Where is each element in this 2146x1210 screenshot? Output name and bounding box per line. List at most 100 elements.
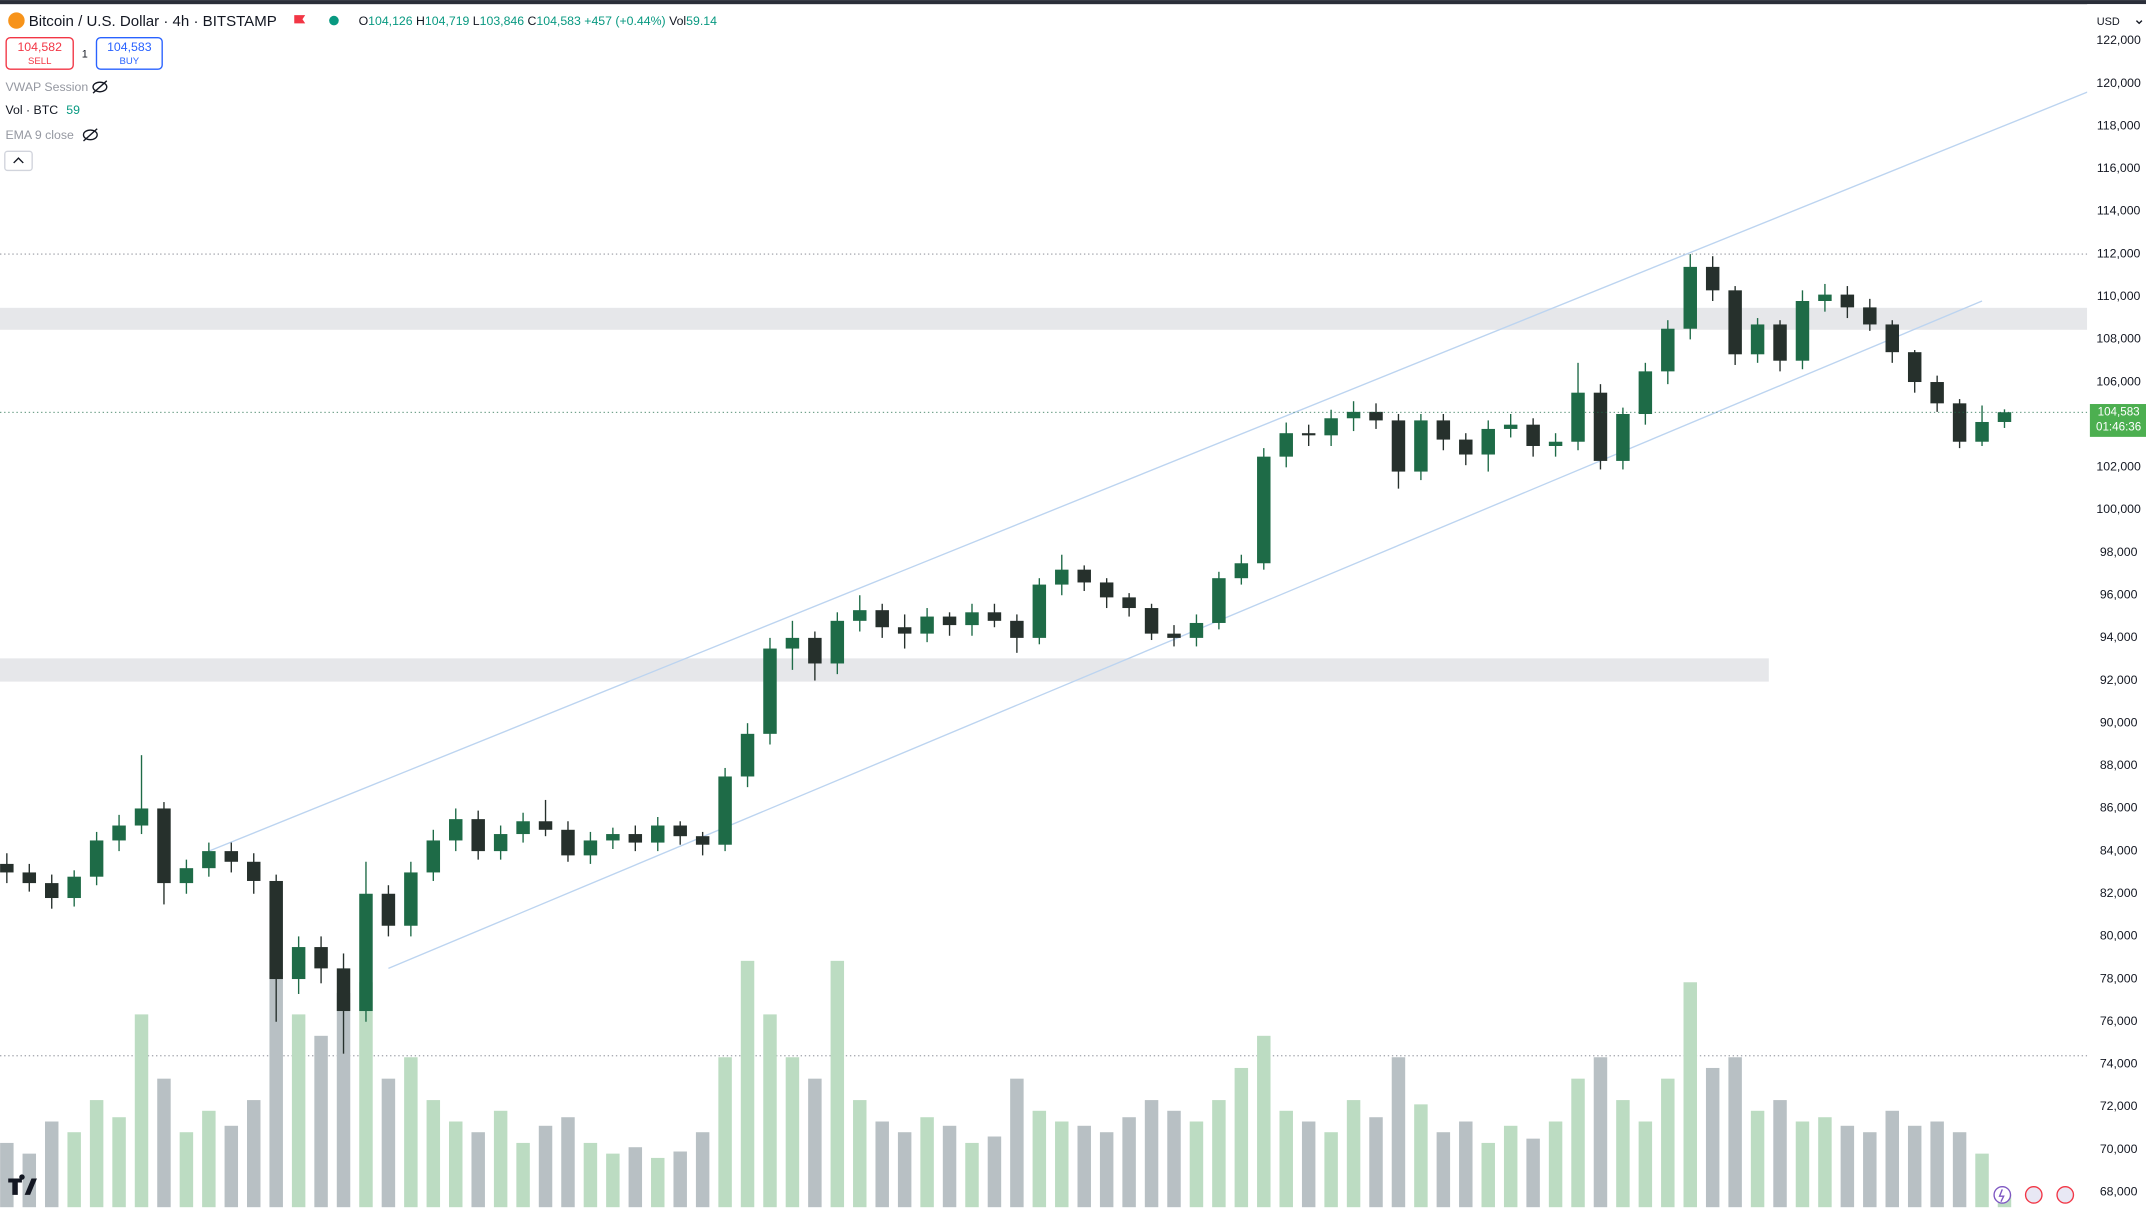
candle-body <box>987 612 1002 621</box>
volume-bar <box>763 1014 777 1208</box>
volume-bar <box>1324 1132 1338 1208</box>
volume-bar <box>1122 1117 1136 1208</box>
y-tick-label: 84,000 <box>2100 843 2138 857</box>
candle-body <box>1885 324 1899 353</box>
collapse-button[interactable] <box>4 150 33 172</box>
y-tick-label: 80,000 <box>2100 929 2138 943</box>
volume-bar <box>157 1078 171 1208</box>
volume-bar <box>1661 1078 1675 1208</box>
volume-bar <box>1369 1117 1383 1208</box>
indicator-name[interactable]: EMA 9 close <box>5 128 74 142</box>
y-tick-label: 74,000 <box>2100 1057 2138 1071</box>
symbol-title[interactable]: Bitcoin / U.S. Dollar · 4h · BITSTAMP <box>29 13 277 30</box>
candle-body <box>1975 421 1989 442</box>
volume-bar <box>1459 1121 1473 1208</box>
candle-body <box>1010 620 1024 638</box>
volume-bar <box>651 1157 665 1208</box>
volume-bar <box>1167 1110 1181 1208</box>
buy-button[interactable] <box>95 37 163 70</box>
candle-body <box>1616 414 1630 461</box>
candle-body <box>314 947 328 969</box>
hidden-icon[interactable] <box>82 128 98 142</box>
dropdown-icon <box>2135 20 2143 25</box>
candle-body <box>1683 266 1697 329</box>
candle-body <box>471 819 485 852</box>
y-tick-label: 122,000 <box>2096 33 2141 47</box>
candle-body <box>224 851 239 862</box>
price-tag-value: 104,583 <box>2098 405 2140 418</box>
candle-body <box>1952 403 1967 442</box>
bottom-icons[interactable] <box>1993 1185 2075 1204</box>
y-tick-label: 114,000 <box>2097 204 2141 218</box>
flag-icon[interactable] <box>294 15 306 24</box>
volume-bar <box>1750 1110 1765 1208</box>
candle-body <box>1301 433 1316 436</box>
volume-bar <box>1099 1132 1114 1208</box>
volume-bar <box>1548 1121 1563 1208</box>
tv-logo[interactable] <box>8 1174 37 1195</box>
ohlc-value: 104,126 <box>368 14 413 28</box>
volume-bar <box>1885 1110 1899 1208</box>
volume-bar <box>830 960 845 1208</box>
candle-body <box>426 840 441 873</box>
indicator-name[interactable]: VWAP Session <box>5 80 88 94</box>
candle-body <box>381 893 396 926</box>
volume-bar <box>404 1057 418 1208</box>
candle-body <box>1840 294 1855 308</box>
volume-bar <box>493 1110 508 1208</box>
candle-body <box>134 808 149 826</box>
volume-bar <box>269 971 283 1208</box>
candle-body <box>853 610 867 621</box>
y-tick-label: 110,000 <box>2097 289 2141 303</box>
candle-body <box>1099 582 1114 598</box>
volume-bar <box>449 1121 463 1208</box>
volume-bar <box>1526 1138 1540 1208</box>
candle-body <box>965 612 979 626</box>
volume-bar <box>516 1142 530 1208</box>
candle-body <box>830 620 845 664</box>
volume-bar <box>1818 1117 1832 1208</box>
volume-bar <box>1773 1100 1787 1208</box>
ohlc-label: H <box>416 14 425 28</box>
volume-bar <box>1795 1121 1810 1208</box>
sell-button[interactable] <box>5 37 74 70</box>
candle-body <box>179 868 194 884</box>
y-tick-label: 76,000 <box>2100 1014 2138 1028</box>
y-tick-label: 68,000 <box>2100 1185 2138 1199</box>
y-tick-label: 92,000 <box>2100 673 2138 687</box>
candle-body <box>1481 428 1495 455</box>
candle-body <box>22 872 37 884</box>
candle-body <box>695 836 710 845</box>
candle-body <box>0 863 14 873</box>
candle-body <box>606 834 620 841</box>
ohlc-label: C <box>528 14 537 28</box>
indicator-name[interactable]: Vol · BTC 59 <box>5 103 80 117</box>
indicator-name: Vol · BTC <box>5 103 58 117</box>
volume-bar <box>942 1125 957 1208</box>
candle-body <box>404 872 418 926</box>
candle-body <box>1526 424 1540 446</box>
volume-bar <box>1616 1100 1630 1208</box>
volume-bar <box>718 1057 732 1208</box>
candle-body <box>1661 328 1675 372</box>
volume-bar <box>471 1132 485 1208</box>
ohlc-value: 104,719 <box>425 14 470 28</box>
y-tick-label: 88,000 <box>2100 758 2138 772</box>
candle-body <box>673 825 687 837</box>
volume-bar <box>897 1132 912 1208</box>
y-tick-label: 86,000 <box>2100 801 2138 815</box>
hidden-icon[interactable] <box>92 80 108 94</box>
candle-body <box>897 627 912 634</box>
volume-bar <box>1930 1121 1944 1208</box>
volume-bar <box>1952 1132 1967 1208</box>
top-bar <box>0 0 2146 5</box>
y-tick-label: 108,000 <box>2096 332 2141 346</box>
y-tick-label: 98,000 <box>2100 545 2138 559</box>
currency[interactable]: USD <box>2097 16 2120 28</box>
axis-background <box>2087 4 2146 1210</box>
volume-bar <box>426 1100 441 1208</box>
volume-bar <box>875 1121 889 1208</box>
y-tick-label: 94,000 <box>2100 630 2138 644</box>
volume-bar <box>291 1014 306 1208</box>
